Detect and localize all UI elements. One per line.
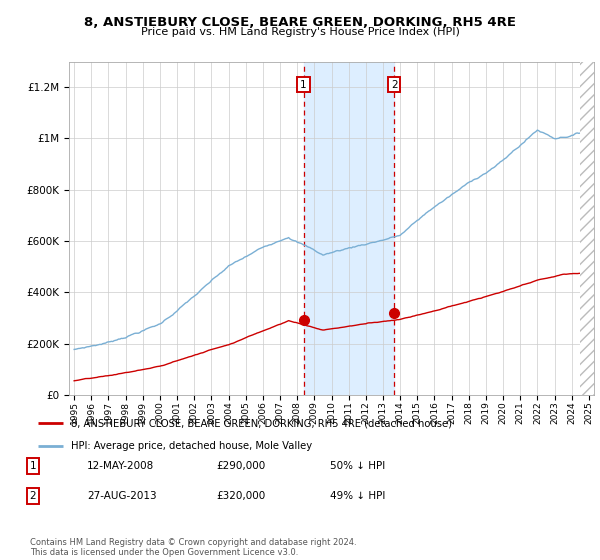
Text: Price paid vs. HM Land Registry's House Price Index (HPI): Price paid vs. HM Land Registry's House … (140, 27, 460, 37)
Text: 27-AUG-2013: 27-AUG-2013 (87, 491, 157, 501)
Bar (304, 62, 394, 395)
Text: 12-MAY-2008: 12-MAY-2008 (87, 461, 154, 471)
Text: HPI: Average price, detached house, Mole Valley: HPI: Average price, detached house, Mole… (71, 441, 313, 451)
Text: 1: 1 (29, 461, 37, 471)
Text: 2: 2 (391, 80, 397, 90)
Bar (580, 49, 598, 395)
Text: 2: 2 (29, 491, 37, 501)
Text: 8, ANSTIEBURY CLOSE, BEARE GREEN, DORKING, RH5 4RE: 8, ANSTIEBURY CLOSE, BEARE GREEN, DORKIN… (84, 16, 516, 29)
Text: 8, ANSTIEBURY CLOSE, BEARE GREEN, DORKING, RH5 4RE (detached house): 8, ANSTIEBURY CLOSE, BEARE GREEN, DORKIN… (71, 418, 452, 428)
Text: 1: 1 (300, 80, 307, 90)
Text: 50% ↓ HPI: 50% ↓ HPI (330, 461, 385, 471)
Text: £320,000: £320,000 (216, 491, 265, 501)
Text: Contains HM Land Registry data © Crown copyright and database right 2024.
This d: Contains HM Land Registry data © Crown c… (30, 538, 356, 557)
Text: 49% ↓ HPI: 49% ↓ HPI (330, 491, 385, 501)
Text: £290,000: £290,000 (216, 461, 265, 471)
